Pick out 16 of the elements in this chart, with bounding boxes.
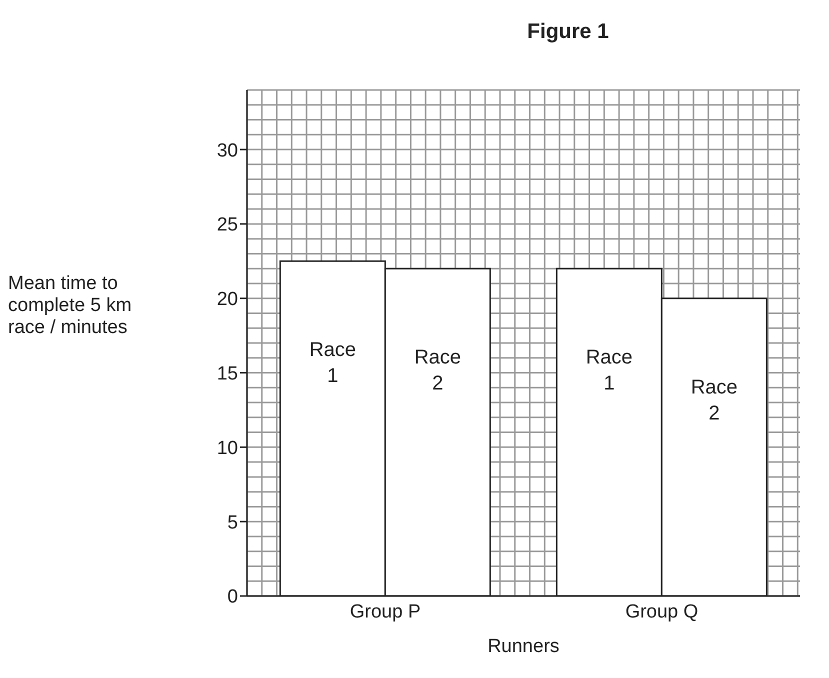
text: Race 2 — [690, 376, 738, 424]
series-label: Race 1 — [309, 339, 356, 388]
y-tick-label: 30 — [216, 140, 238, 162]
y-tick-label: 15 — [216, 364, 238, 385]
x-tick-label: Group Q — [625, 601, 698, 622]
y-axis-title: Mean time to complete 5 km race / minutes — [8, 273, 133, 339]
text: Race 1 — [586, 346, 633, 395]
y-tick-label: 10 — [216, 438, 238, 459]
y-tick-label: 5 — [227, 512, 238, 534]
y-tick-label: 0 — [227, 586, 238, 608]
y-tick-label: 25 — [216, 214, 238, 236]
x-axis-title: Runners — [486, 636, 560, 658]
x-tick-label: Group P — [350, 601, 421, 622]
y-tick-label: 20 — [216, 289, 238, 310]
series-label: Race 2 — [414, 346, 462, 395]
chart-title: Figure 1 — [526, 20, 610, 44]
